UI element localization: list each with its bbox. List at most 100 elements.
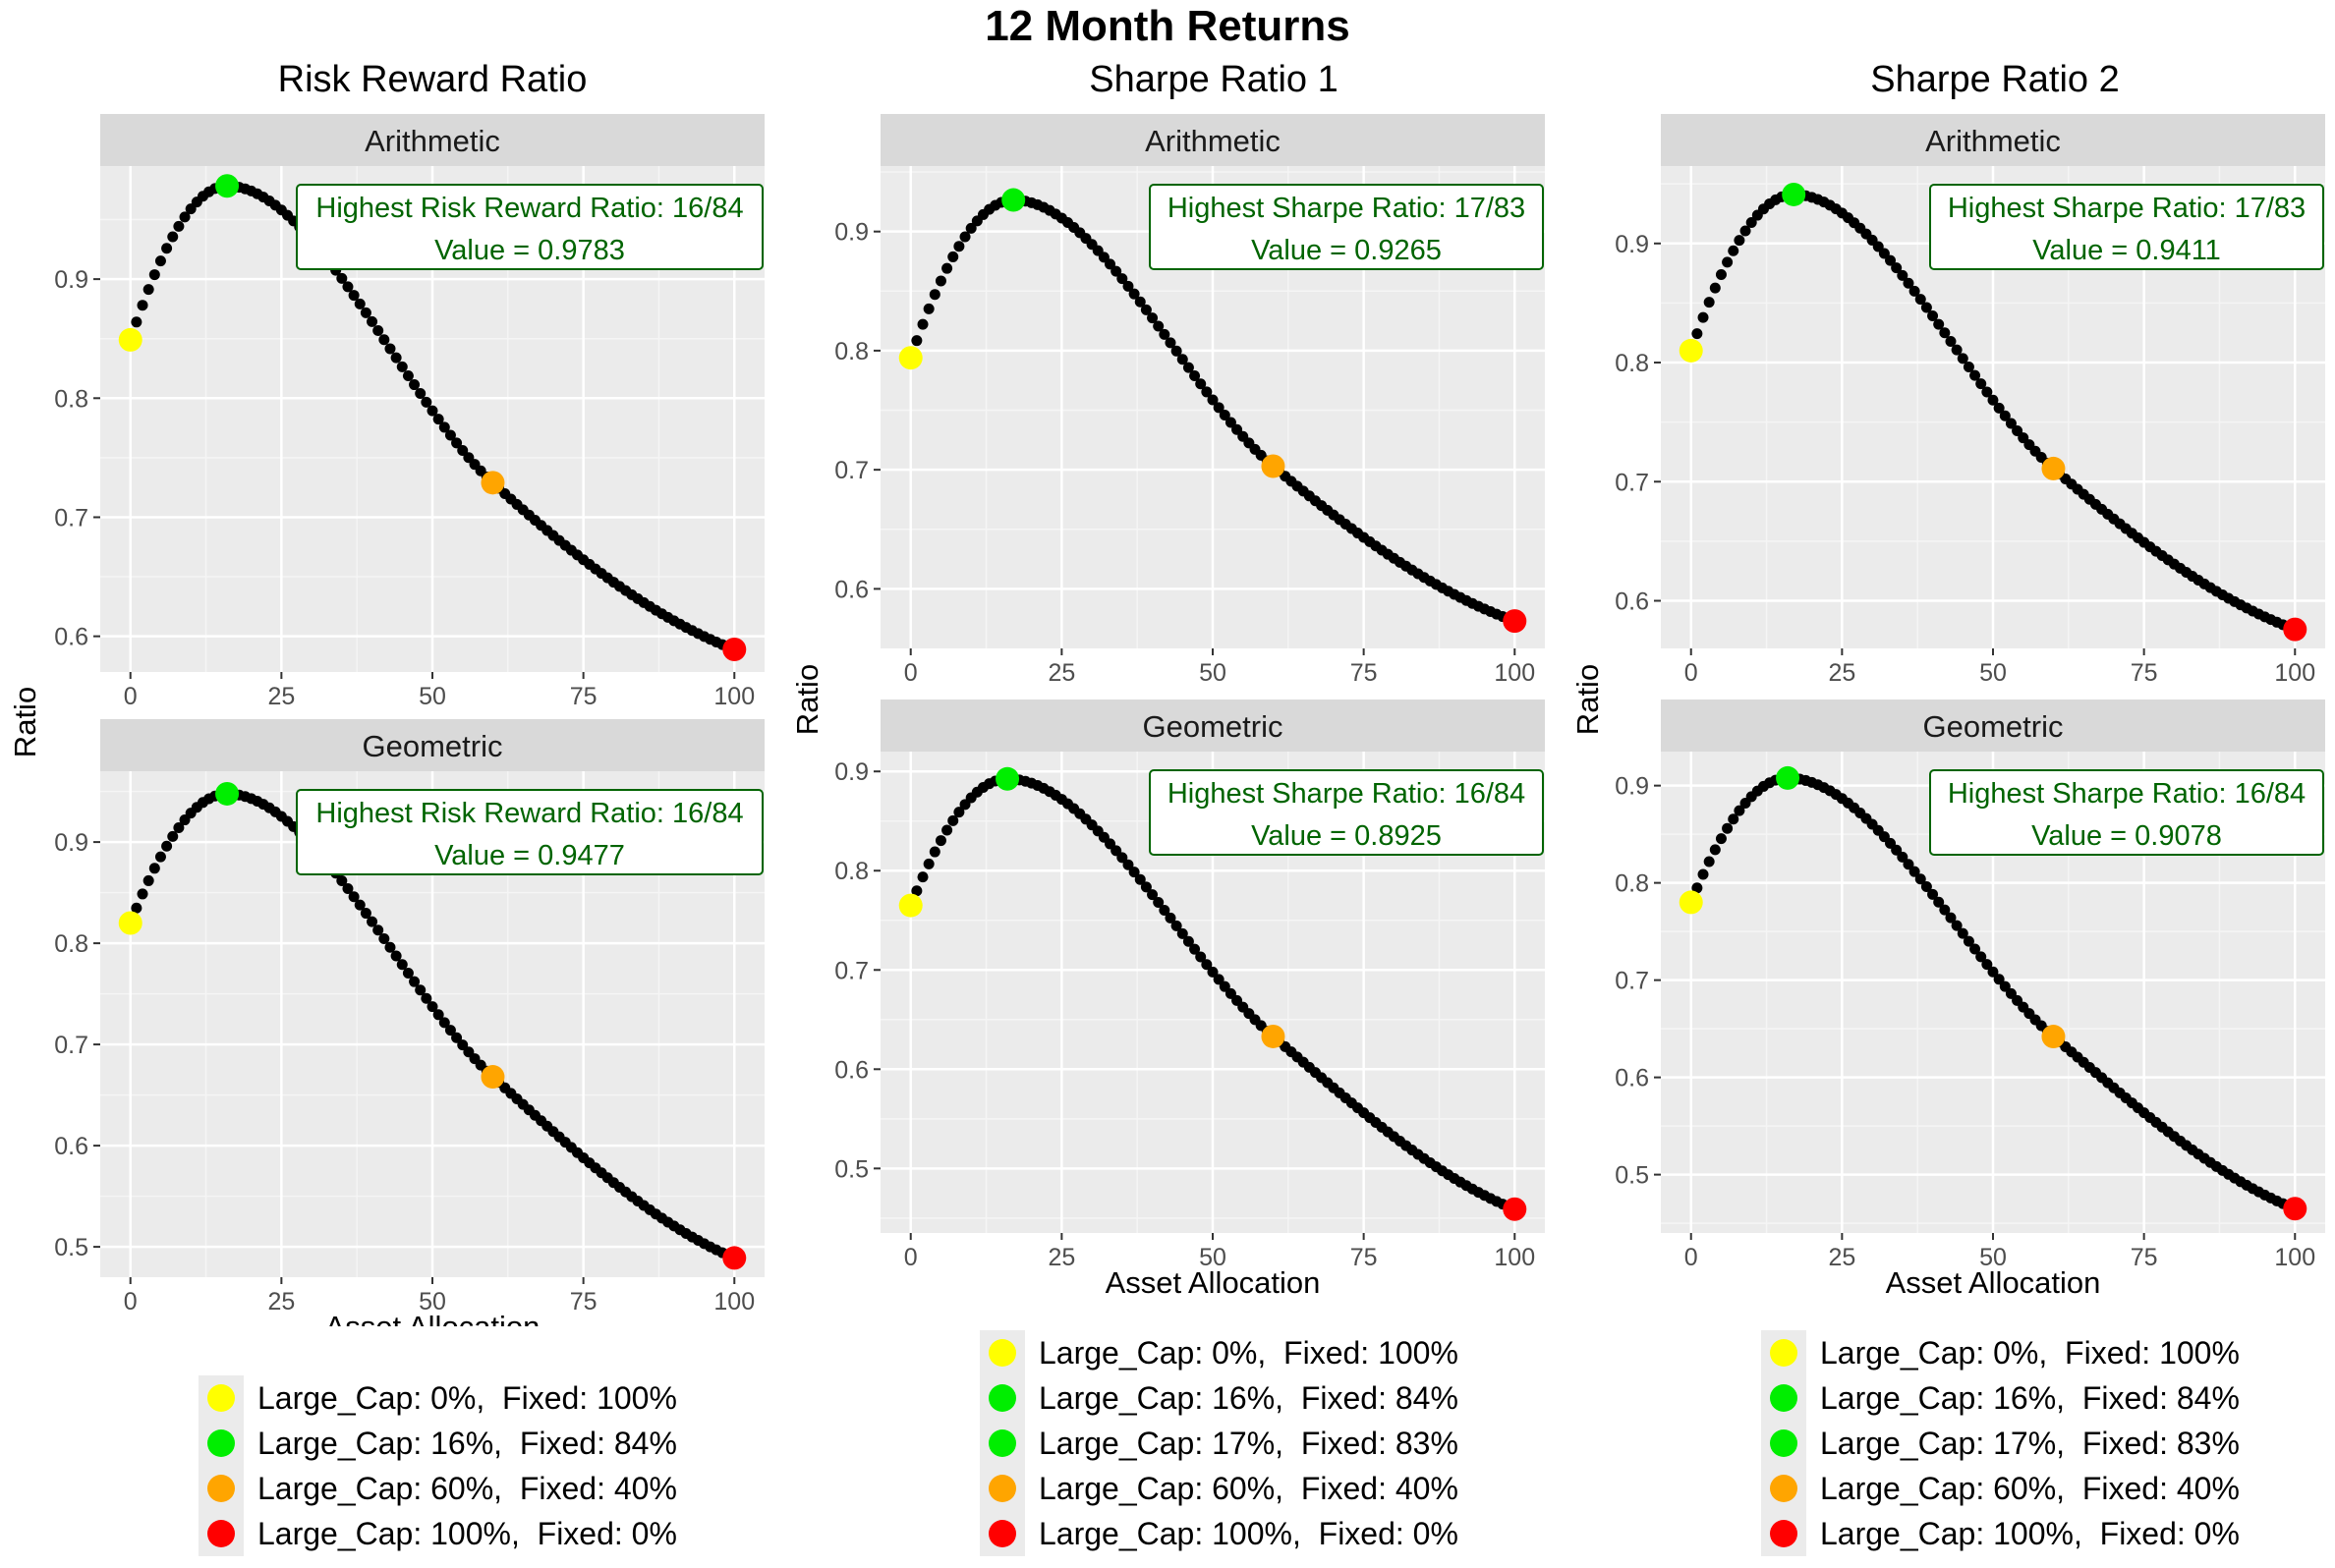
y-tick-label: 0.5 <box>54 1234 88 1261</box>
y-tick-label: 0.7 <box>1615 968 1649 995</box>
legend-label: Large_Cap: 0%, Fixed: 100% <box>1820 1334 2240 1371</box>
annotation-box <box>1149 769 1544 856</box>
curve-point <box>1691 328 1703 340</box>
curve-point <box>947 251 959 262</box>
highlight-point <box>1503 1197 1527 1221</box>
x-tick-label: 100 <box>2274 1244 2315 1271</box>
curve-point <box>1170 920 1182 931</box>
curve-point <box>1128 867 1140 878</box>
curve-point <box>342 883 354 895</box>
highlight-point <box>2041 456 2066 480</box>
legend-key <box>1761 1421 1806 1466</box>
curve-point <box>1927 888 1939 900</box>
curve-point <box>1957 927 1968 939</box>
annotation-box <box>296 184 764 270</box>
legend-label: Large_Cap: 0%, Fixed: 100% <box>1039 1334 1458 1371</box>
y-tick-label: 0.8 <box>834 338 869 365</box>
curve-point <box>427 405 438 417</box>
highlight-point <box>722 1246 747 1270</box>
legend-label: Large_Cap: 60%, Fixed: 40% <box>257 1470 677 1506</box>
curve-point <box>1722 256 1734 268</box>
y-tick-label: 0.9 <box>1615 773 1649 801</box>
facet-strip-label: Arithmetic <box>1925 124 2061 158</box>
curve-point <box>1105 258 1116 270</box>
curve-point <box>947 814 959 826</box>
curve-point <box>1153 897 1165 909</box>
curve-point <box>1957 353 1968 364</box>
curve-point <box>1703 297 1715 308</box>
curve-point <box>2005 418 2017 429</box>
legend-key <box>1761 1511 1806 1556</box>
legend-item: Large_Cap: 60%, Fixed: 40% <box>1761 1466 2240 1511</box>
x-tick-label: 50 <box>1979 1244 2007 1271</box>
chart-main-title: 12 Month Returns <box>985 2 1350 50</box>
highlight-point <box>898 893 923 918</box>
legend-label: Large_Cap: 100%, Fixed: 0% <box>1820 1515 2240 1551</box>
legend-sharpe-2: Large_Cap: 0%, Fixed: 100% Large_Cap: 16%… <box>1761 1330 2240 1556</box>
curve-point <box>1878 248 1890 259</box>
legend-key <box>199 1421 244 1466</box>
curve-point <box>451 1032 463 1043</box>
curve-point <box>965 222 977 234</box>
curve-point <box>148 863 160 874</box>
curve-point <box>396 959 408 971</box>
curve-point <box>1201 959 1213 971</box>
curve-point <box>396 361 408 372</box>
x-tick-label: 0 <box>1684 659 1698 687</box>
curve-point <box>1134 296 1146 308</box>
y-tick-label: 0.8 <box>1615 870 1649 898</box>
curve-point <box>1933 318 1945 330</box>
curve-point <box>1908 285 1920 297</box>
x-tick-label: 25 <box>267 1288 295 1316</box>
y-tick-label: 0.7 <box>1615 469 1649 496</box>
legend-swatch <box>989 1475 1016 1502</box>
curve-point <box>929 846 940 858</box>
legend-swatch <box>207 1384 235 1412</box>
legend-label: Large_Cap: 16%, Fixed: 84% <box>1039 1379 1458 1416</box>
legend-swatch <box>1770 1429 1797 1457</box>
curve-point <box>2012 424 2023 436</box>
curve-point <box>432 1009 444 1021</box>
curve-point <box>929 289 940 301</box>
curve-point <box>137 888 148 900</box>
curve-point <box>1728 813 1739 825</box>
curve-point <box>179 211 191 223</box>
legend-label: Large_Cap: 100%, Fixed: 0% <box>1039 1515 1458 1551</box>
curve-point <box>911 335 923 347</box>
x-tick-label: 25 <box>267 683 295 710</box>
curve-point <box>457 1039 469 1051</box>
curve-point <box>1897 269 1908 281</box>
y-axis-label: Ratio <box>1570 664 1605 735</box>
curve-point <box>1914 873 1926 885</box>
curve-point <box>409 379 421 391</box>
legend-label: Large_Cap: 100%, Fixed: 0% <box>257 1515 677 1551</box>
curve-point <box>360 307 371 318</box>
curve-point <box>1207 966 1219 978</box>
curve-point <box>384 941 396 953</box>
column-title-sharpe-2: Sharpe Ratio 2 <box>1870 59 2120 100</box>
x-tick-label: 50 <box>419 1288 446 1316</box>
curve-point <box>935 835 946 847</box>
legend-item: Large_Cap: 17%, Fixed: 83% <box>1761 1421 2240 1466</box>
curve-point <box>1920 881 1932 893</box>
legend-label: Large_Cap: 17%, Fixed: 83% <box>1820 1425 2240 1461</box>
x-tick-label: 75 <box>2131 659 2158 687</box>
curve-point <box>390 352 402 364</box>
facet-strip <box>100 114 765 166</box>
curve-point <box>1697 868 1709 880</box>
legend-risk-reward: Large_Cap: 0%, Fixed: 100% Large_Cap: 16%… <box>199 1375 677 1556</box>
x-tick-label: 100 <box>713 1288 755 1316</box>
curve-point <box>1224 417 1236 428</box>
curve-point <box>173 220 185 232</box>
x-axis-label: Asset Allocation <box>325 1310 541 1326</box>
annotation-text: Highest Sharpe Ratio: 17/83 <box>1948 193 2306 224</box>
legend-swatch <box>989 1429 1016 1457</box>
curve-point <box>1165 912 1176 924</box>
legend-item: Large_Cap: 100%, Fixed: 0% <box>980 1511 1458 1556</box>
column-title-risk-reward: Risk Reward Ratio <box>277 59 588 100</box>
x-tick-label: 0 <box>904 659 918 687</box>
curve-point <box>1182 362 1194 373</box>
annotation-text: Value = 0.9477 <box>434 840 625 871</box>
legend-label: Large_Cap: 60%, Fixed: 40% <box>1820 1470 2240 1506</box>
facet-strip <box>1661 114 2325 166</box>
